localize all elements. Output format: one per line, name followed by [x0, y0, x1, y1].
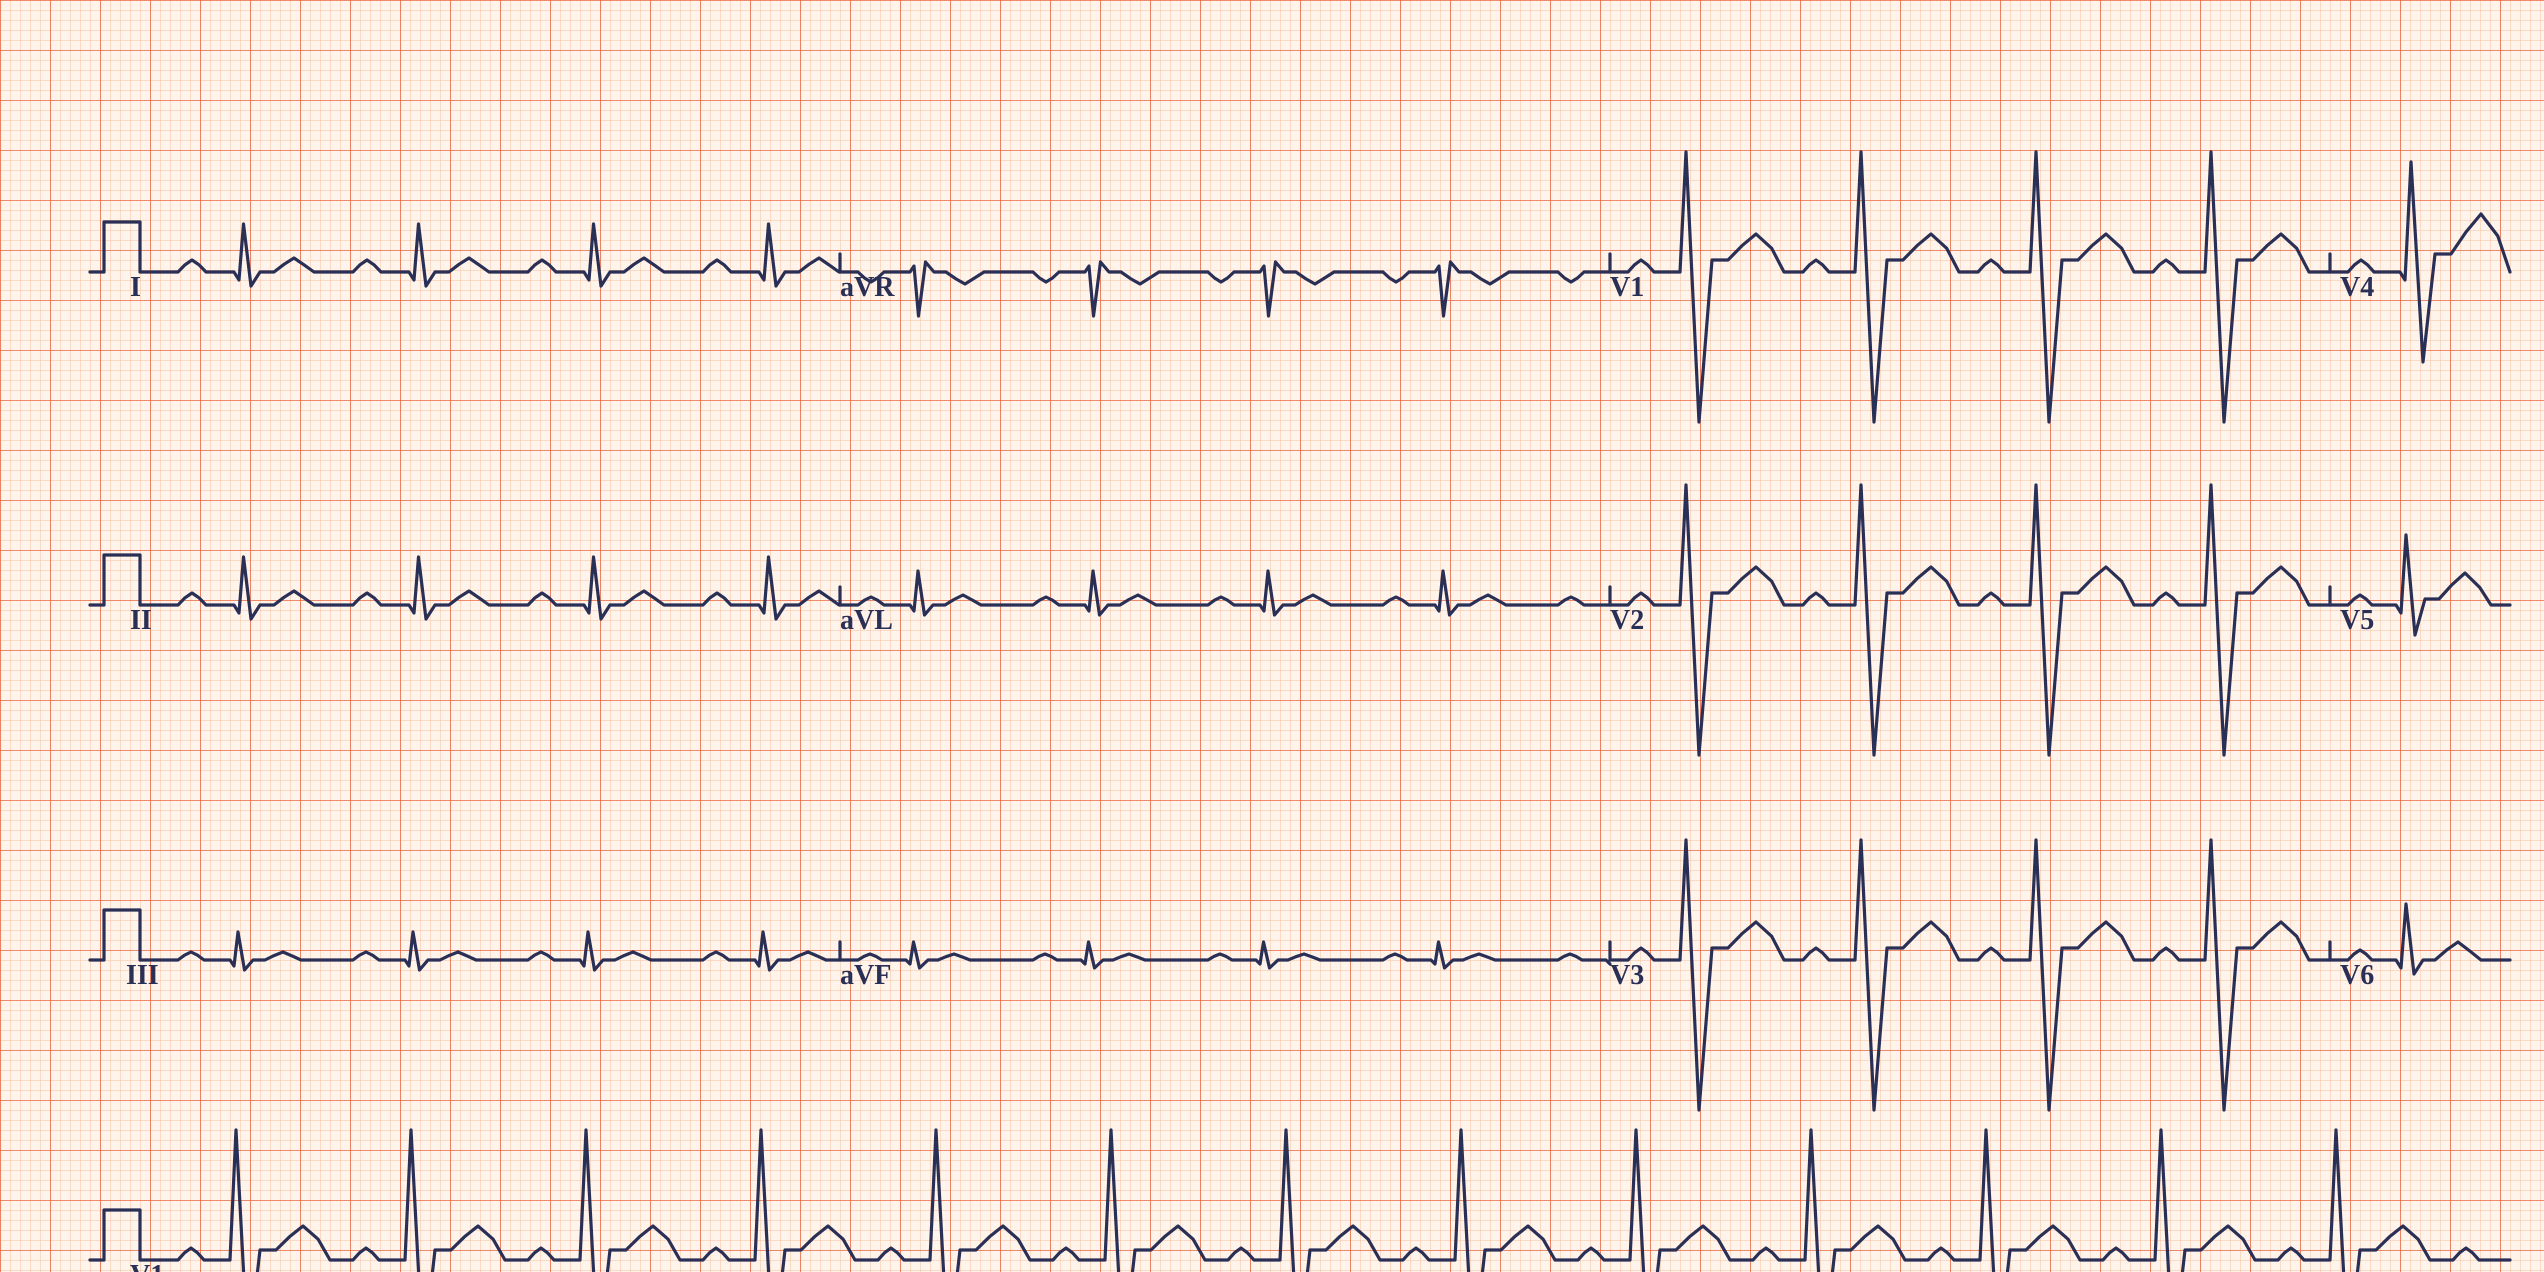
- ecg-chart: IaVRV1V4IIaVLV2V5IIIaVFV3V6V1: [0, 0, 2544, 1272]
- ecg-svg: [0, 0, 2544, 1272]
